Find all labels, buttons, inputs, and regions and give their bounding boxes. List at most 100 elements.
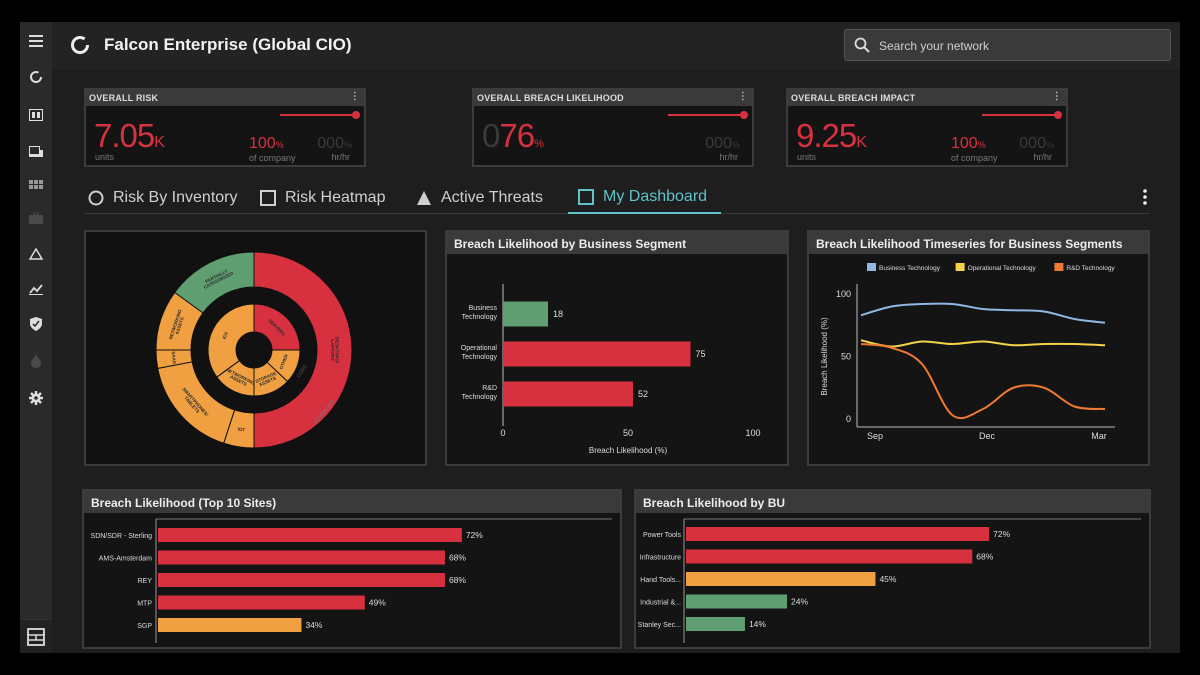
kpi-value: 9.25K bbox=[796, 117, 867, 154]
x-tick-label: Dec bbox=[979, 431, 996, 441]
kpi-slider[interactable] bbox=[982, 111, 1062, 119]
y-tick-label: 50 bbox=[841, 352, 851, 362]
kpi-rate: 000% bbox=[317, 135, 352, 152]
top-bar: Falcon Enterprise (Global CIO) Search yo… bbox=[52, 22, 1180, 69]
sunburst-segment bbox=[207, 303, 255, 378]
data-label: 68% bbox=[449, 553, 466, 563]
segment-bar-chart[interactable]: Business Technology 18 Operational Technolog… bbox=[447, 254, 787, 464]
data-label: 72% bbox=[466, 530, 483, 540]
tab-label: My Dashboard bbox=[603, 188, 708, 205]
search-icon bbox=[854, 37, 870, 53]
bar bbox=[158, 595, 365, 610]
kpi-unit-label: units bbox=[797, 152, 817, 162]
devices-icon[interactable] bbox=[26, 142, 46, 162]
category-label: SGP bbox=[137, 623, 152, 630]
kpi-slider[interactable] bbox=[668, 111, 748, 119]
shield-icon[interactable] bbox=[26, 314, 46, 334]
sunburst-label: OTHER bbox=[279, 353, 290, 370]
dashboard-tabs: Risk By Inventory Risk Heatmap Active Th… bbox=[84, 182, 1150, 214]
category-label: Operational Technology bbox=[461, 345, 498, 361]
layout-icon[interactable] bbox=[26, 627, 46, 647]
x-tick-label: Mar bbox=[1091, 431, 1107, 441]
data-label: 34% bbox=[305, 620, 322, 630]
grid-icon[interactable] bbox=[26, 176, 46, 196]
kebab-menu-icon[interactable]: ⋮ bbox=[737, 91, 748, 102]
data-label: 75 bbox=[696, 349, 706, 359]
kpi-value: 7.05K bbox=[94, 117, 165, 154]
kebab-menu-icon[interactable]: ⋮ bbox=[349, 91, 360, 102]
triangle-icon bbox=[417, 191, 431, 205]
category-label: AMS-Amsterdam bbox=[99, 556, 152, 563]
kpi-rate-label: hr/hr bbox=[331, 152, 350, 162]
category-label: MTP bbox=[137, 601, 152, 608]
kpi-rate-label: hr/hr bbox=[719, 152, 738, 162]
tab-active-threats[interactable]: Active Threats bbox=[416, 182, 543, 214]
data-label: 68% bbox=[976, 552, 993, 562]
risk-sunburst-panel: DESKTOPS/LAPTOPS IOT SMARTPHONES/TABLETS SA… bbox=[84, 230, 427, 466]
bar bbox=[158, 618, 302, 632]
briefcase-icon[interactable] bbox=[26, 208, 46, 228]
inventory-icon[interactable] bbox=[26, 105, 46, 125]
category-label: Industrial &... bbox=[640, 600, 681, 607]
kpi-overall-breach-likelihood: OVERALL BREACH LIKELIHOOD ⋮ 076% 000% hr/… bbox=[472, 88, 754, 167]
bar bbox=[686, 617, 745, 631]
kebab-menu-icon[interactable]: ⋮ bbox=[1051, 91, 1062, 102]
category-label: Business Technology bbox=[462, 305, 498, 321]
x-tick-label: 100 bbox=[745, 428, 760, 438]
bar bbox=[158, 550, 445, 565]
kpi-rate-label: hr/hr bbox=[1033, 152, 1052, 162]
circle-outline-icon bbox=[88, 190, 104, 206]
legend-label: Business Technology bbox=[879, 265, 941, 272]
x-tick-label: 50 bbox=[623, 428, 633, 438]
risk-sunburst-chart[interactable]: DESKTOPS/LAPTOPSIOTSMARTPHONES/TABLETSSA… bbox=[86, 232, 425, 464]
series-line bbox=[860, 302, 1106, 324]
category-label: Infrastructure bbox=[640, 555, 681, 562]
category-label: Stanley Sec... bbox=[638, 622, 681, 629]
data-label: 14% bbox=[749, 619, 766, 629]
category-label: SDN/SDR - Sterling bbox=[91, 533, 153, 540]
y-axis-label: Breach Likelihood (%) bbox=[820, 317, 829, 396]
sunburst-segment bbox=[174, 251, 255, 314]
tab-risk-by-inventory[interactable]: Risk By Inventory bbox=[88, 182, 237, 214]
bar bbox=[158, 528, 462, 542]
menu-icon[interactable] bbox=[26, 31, 46, 51]
kpi-slider[interactable] bbox=[280, 111, 360, 119]
kpi-unit-label: units bbox=[95, 152, 115, 162]
x-axis-label: Breach Likelihood (%) bbox=[589, 446, 668, 455]
bu-bar-chart[interactable]: Power Tools 72% Infrastructure 68% Hand Tool… bbox=[636, 513, 1149, 647]
risk-ring-icon[interactable] bbox=[26, 67, 46, 87]
sunburst-label: SAAS bbox=[171, 351, 177, 364]
kpi-percent-label: of company bbox=[951, 153, 998, 163]
flame-icon[interactable] bbox=[26, 351, 46, 371]
slider-knob[interactable] bbox=[1054, 111, 1062, 119]
kpi-overall-risk: OVERALL RISK ⋮ 7.05K units 100% of compan… bbox=[84, 88, 366, 167]
panel-title: Breach Likelihood (Top 10 Sites) bbox=[84, 491, 620, 513]
category-label: R&D Technology bbox=[462, 385, 498, 401]
bar bbox=[503, 381, 633, 407]
search-input[interactable]: Search your network bbox=[844, 29, 1171, 61]
threat-triangle-icon[interactable] bbox=[26, 244, 46, 264]
gear-icon[interactable] bbox=[26, 388, 46, 408]
more-options-icon[interactable] bbox=[1142, 188, 1148, 206]
sunburst-label: IOT bbox=[237, 426, 245, 432]
legend-label: Operational Technology bbox=[968, 265, 1037, 272]
trend-chart-icon[interactable] bbox=[26, 279, 46, 299]
data-label: 18 bbox=[553, 309, 563, 319]
sidebar bbox=[20, 22, 52, 653]
kpi-title: OVERALL RISK bbox=[89, 93, 159, 103]
sites-bar-chart[interactable]: SDN/SDR - Sterling 72% AMS-Amsterdam 68% REY… bbox=[84, 513, 620, 647]
tab-label: Risk By Inventory bbox=[113, 189, 238, 206]
data-label: 52 bbox=[638, 389, 648, 399]
panel-title: Breach Likelihood by Business Segment bbox=[447, 232, 787, 254]
kpi-overall-breach-impact: OVERALL BREACH IMPACT ⋮ 9.25K units 100% … bbox=[786, 88, 1068, 167]
tab-risk-heatmap[interactable]: Risk Heatmap bbox=[260, 182, 385, 214]
x-tick-label: Sep bbox=[867, 431, 883, 441]
y-tick-label: 100 bbox=[836, 289, 851, 299]
timeseries-line-chart[interactable]: Business Technology Operational Technolog… bbox=[809, 254, 1148, 464]
legend-swatch bbox=[1054, 263, 1064, 271]
sunburst-segment bbox=[253, 251, 353, 449]
slider-knob[interactable] bbox=[352, 111, 360, 119]
slider-knob[interactable] bbox=[740, 111, 748, 119]
data-label: 68% bbox=[449, 575, 466, 585]
tab-my-dashboard[interactable]: My Dashboard bbox=[568, 182, 722, 214]
